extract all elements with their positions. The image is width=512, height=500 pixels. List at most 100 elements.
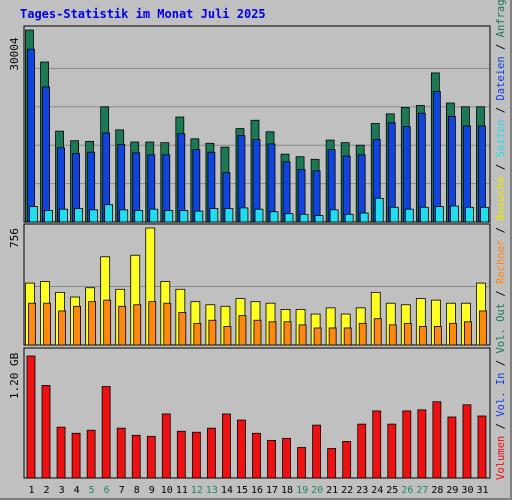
bar-seiten-day-16 (254, 208, 264, 223)
bar-seiten-day-28 (434, 206, 444, 223)
bar-seiten-day-2 (44, 210, 53, 223)
right-legend-item-1: Volumen (495, 436, 507, 480)
bar-seiten-day-26 (404, 208, 414, 223)
bar-volumen-day-2 (41, 385, 51, 479)
x-tick-label-day-22: 22 (341, 485, 353, 496)
right-legend-item-9: Besuche (495, 176, 507, 220)
right-legend-item-4: / (495, 354, 507, 373)
x-tick-label-day-4: 4 (74, 485, 80, 496)
bar-rechner-day-15 (238, 315, 247, 346)
bar-dateien-day-26 (402, 126, 411, 223)
bar-rechner-day-30 (464, 321, 472, 346)
bar-rechner-day-21 (328, 327, 337, 346)
bar-rechner-day-7 (118, 305, 127, 346)
x-tick-label-day-15: 15 (236, 485, 248, 496)
bar-volumen-day-31 (477, 415, 487, 479)
bar-volumen-day-14 (222, 413, 231, 479)
x-tick-label-day-6: 6 (104, 485, 110, 496)
bar-rechner-day-17 (268, 321, 277, 346)
right-legend-item-13: Dateien (495, 56, 507, 100)
x-tick-label-day-13: 13 (206, 485, 218, 496)
right-legend-item-14: / (495, 37, 507, 56)
bar-seiten-day-8 (134, 210, 144, 223)
bar-rechner-day-12 (193, 322, 202, 346)
bar-volumen-day-9 (146, 435, 156, 479)
bar-seiten-day-15 (239, 207, 249, 223)
x-tick-label-day-27: 27 (416, 485, 428, 496)
bar-dateien-day-27 (417, 112, 426, 223)
x-tick-label-day-24: 24 (371, 485, 383, 496)
x-tick-label-day-17: 17 (266, 485, 278, 496)
right-legend-item-3: Vol. In (495, 373, 507, 417)
x-tick-label-day-29: 29 (446, 485, 458, 496)
bar-volumen-day-3 (56, 426, 66, 479)
x-tick-label-day-1: 1 (29, 485, 35, 496)
x-tick-label-day-8: 8 (134, 485, 140, 496)
bar-seiten-day-14 (224, 208, 234, 223)
bar-volumen-day-28 (432, 401, 442, 479)
bar-rechner-day-27 (418, 326, 427, 346)
bar-rechner-day-19 (298, 324, 307, 346)
bar-rechner-day-25 (388, 324, 397, 346)
bar-seiten-day-17 (269, 211, 279, 223)
chart-title: Tages-Statistik im Monat Juli 2025 (20, 7, 266, 21)
y-tick-label-2: 756 (8, 228, 21, 248)
bar-seiten-day-7 (119, 209, 129, 223)
x-tick-label-day-30: 30 (461, 485, 473, 496)
bar-rechner-day-23 (358, 322, 367, 346)
bar-rechner-day-20 (313, 327, 322, 346)
bar-rechner-day-31 (479, 310, 487, 346)
bar-seiten-day-12 (194, 210, 204, 223)
bar-seiten-day-11 (179, 210, 189, 223)
x-tick-label-day-21: 21 (326, 485, 338, 496)
bar-seiten-day-6 (104, 204, 114, 223)
bar-seiten-day-31 (480, 206, 489, 223)
x-tick-label-day-5: 5 (89, 485, 95, 496)
bar-volumen-day-22 (342, 440, 352, 479)
bar-seiten-day-20 (314, 215, 324, 223)
bar-rechner-day-8 (133, 304, 142, 346)
bar-dateien-day-22 (342, 155, 351, 223)
bar-rechner-day-16 (253, 319, 262, 346)
x-tick-label-day-14: 14 (221, 485, 233, 496)
bar-volumen-day-15 (237, 419, 246, 479)
bar-volumen-day-23 (357, 423, 367, 479)
right-legend-item-11: Seiten (495, 120, 507, 158)
right-legend-item-7: Rechner (495, 240, 507, 284)
x-tick-label-day-20: 20 (311, 485, 323, 496)
bar-seiten-day-5 (89, 209, 99, 223)
bar-seiten-day-4 (74, 208, 83, 223)
bar-rechner-day-28 (433, 326, 442, 346)
bar-seiten-day-25 (389, 206, 399, 223)
bar-dateien-day-18 (282, 161, 291, 223)
bar-volumen-day-16 (252, 432, 261, 479)
bar-seiten-day-29 (450, 205, 459, 223)
bar-rechner-day-18 (283, 321, 292, 346)
right-legend-item-5: Vol. Out (495, 303, 507, 354)
bar-volumen-day-27 (417, 409, 427, 479)
bar-volumen-day-24 (372, 410, 382, 479)
bar-rechner-day-22 (343, 327, 352, 346)
bar-volumen-day-17 (267, 439, 276, 479)
right-legend-item-15: Anfragen (495, 0, 507, 37)
bar-rechner-day-6 (103, 299, 112, 346)
bar-dateien-day-2 (42, 86, 50, 223)
x-tick-label-day-10: 10 (161, 485, 173, 496)
bar-seiten-day-10 (164, 210, 174, 223)
bar-seiten-day-24 (374, 197, 384, 223)
right-legend-item-10: / (495, 158, 507, 177)
x-tick-label-day-9: 9 (149, 485, 155, 496)
bar-volumen-day-20 (312, 424, 322, 479)
x-tick-label-day-16: 16 (251, 485, 263, 496)
bar-seiten-day-3 (59, 208, 68, 223)
bar-dateien-day-1 (27, 48, 35, 223)
bar-seiten-day-1 (29, 206, 38, 223)
bar-rechner-day-4 (73, 305, 81, 346)
bar-rechner-day-24 (373, 318, 382, 346)
x-tick-label-day-26: 26 (401, 485, 413, 496)
x-tick-label-day-2: 2 (44, 485, 50, 496)
bar-volumen-day-25 (387, 423, 397, 479)
bar-seiten-day-18 (284, 213, 294, 223)
